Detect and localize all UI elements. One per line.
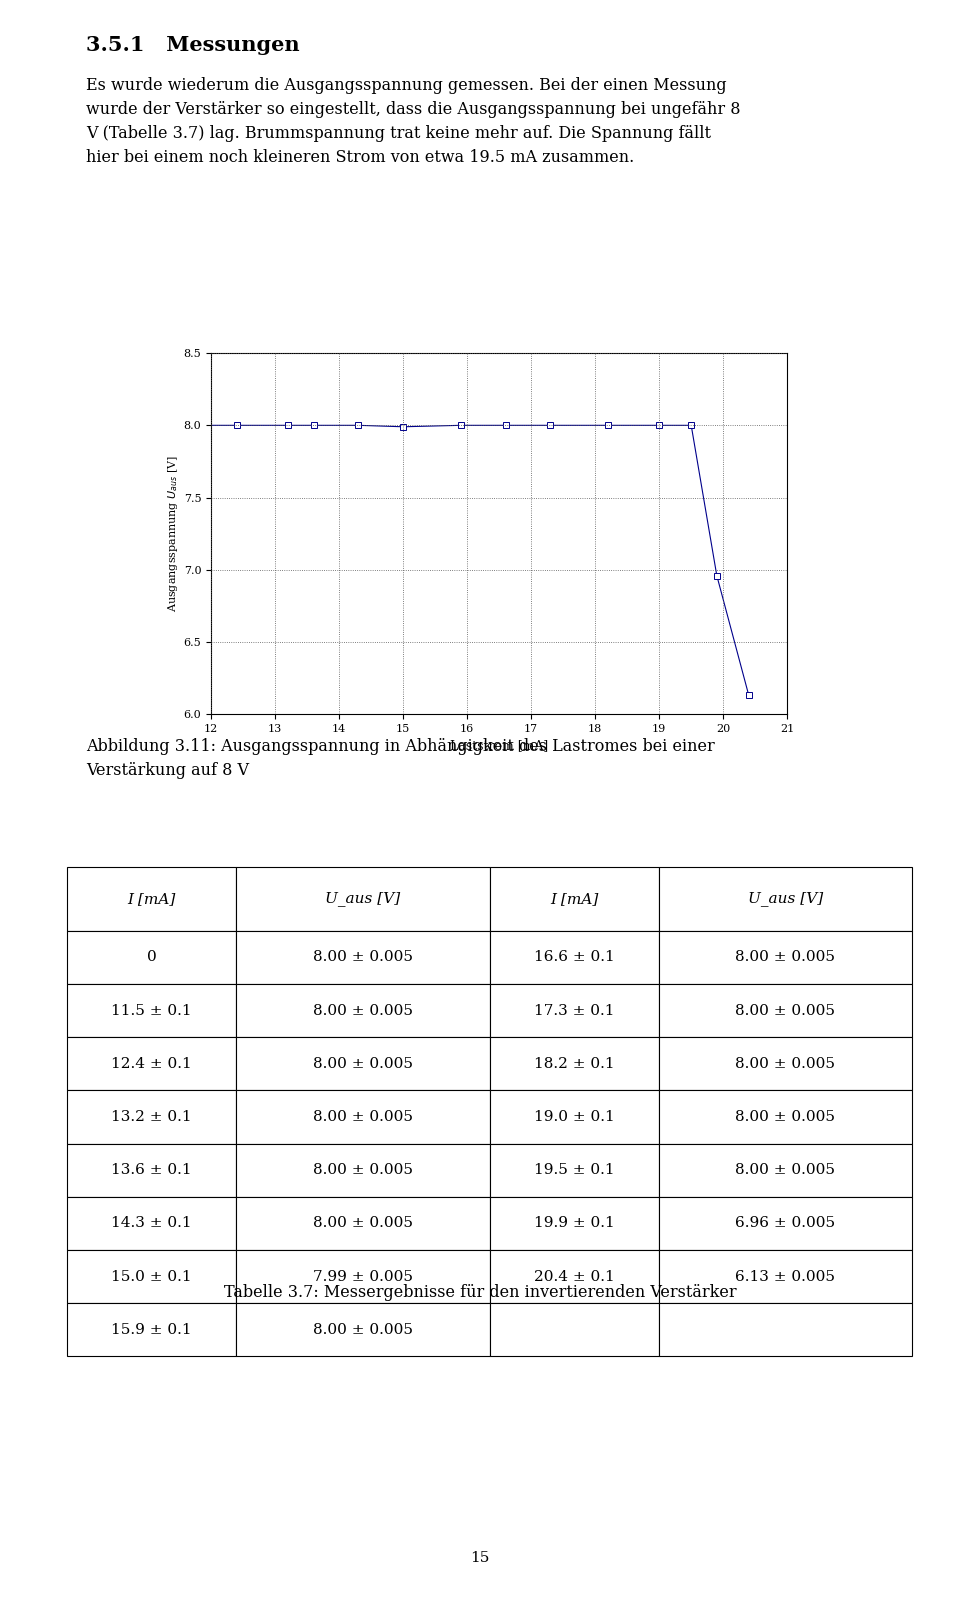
- Y-axis label: Ausgangsspannung $U_{aus}$ [V]: Ausgangsspannung $U_{aus}$ [V]: [165, 456, 180, 612]
- Text: Tabelle 3.7: Messergebnisse für den invertierenden Verstärker: Tabelle 3.7: Messergebnisse für den inve…: [224, 1284, 736, 1302]
- Text: Es wurde wiederum die Ausgangsspannung gemessen. Bei der einen Messung
wurde der: Es wurde wiederum die Ausgangsspannung g…: [86, 77, 741, 167]
- Text: 3.5.1   Messungen: 3.5.1 Messungen: [86, 35, 300, 55]
- Text: Abbildung 3.11: Ausgangsspannung in Abhängigkeit des Lastromes bei einer
Verstär: Abbildung 3.11: Ausgangsspannung in Abhä…: [86, 738, 715, 778]
- Text: 15: 15: [470, 1550, 490, 1565]
- X-axis label: Laststrom [mA]: Laststrom [mA]: [450, 740, 548, 753]
